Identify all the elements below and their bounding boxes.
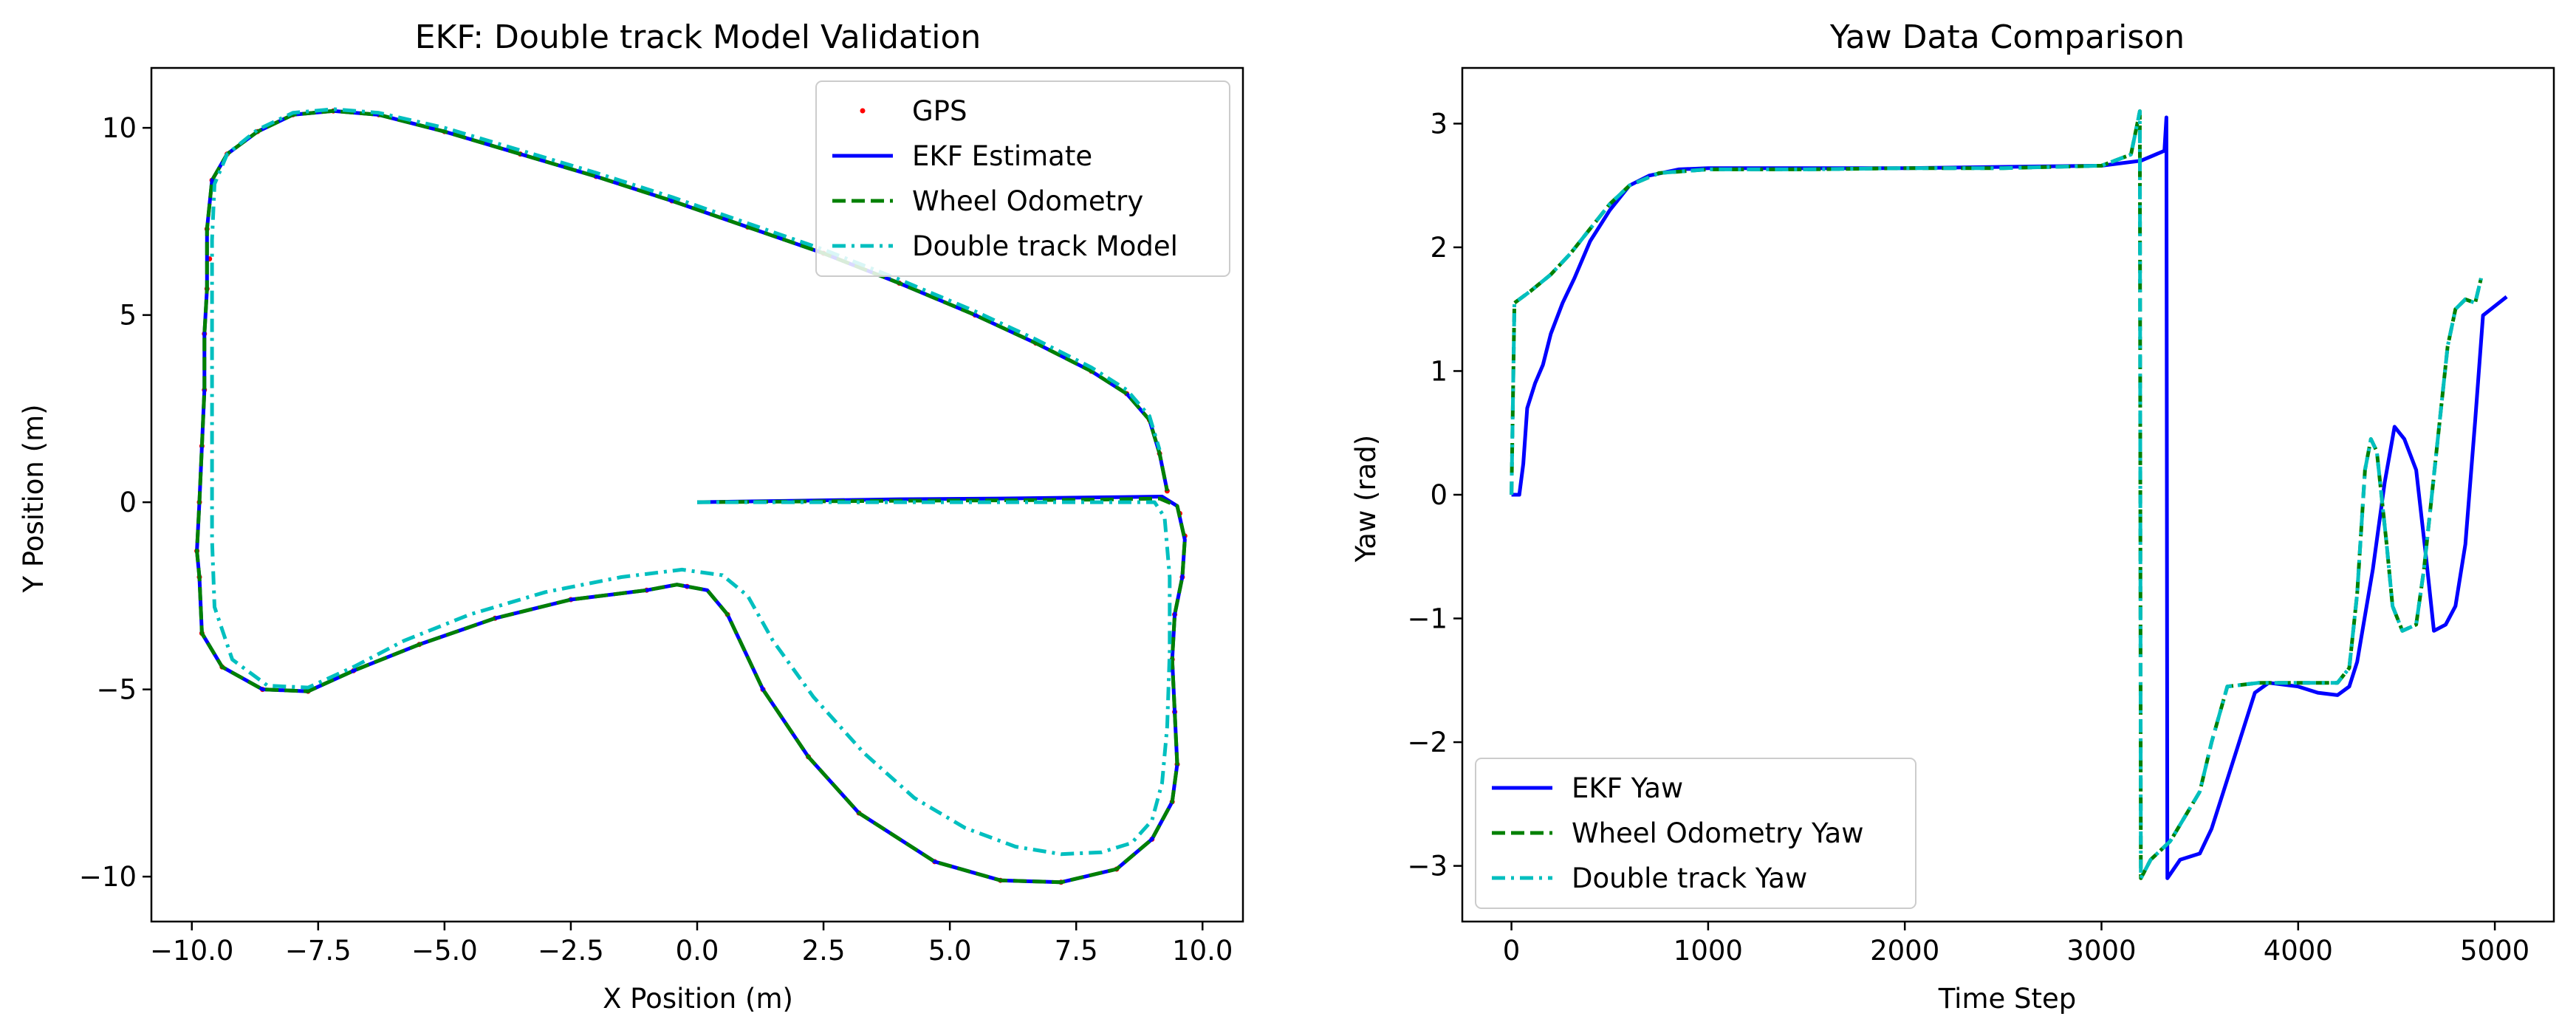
y-axis-label: Y Position (m) <box>18 404 49 593</box>
x-tick-label: 4000 <box>2264 935 2333 967</box>
x-axis-label: X Position (m) <box>603 983 793 1015</box>
x-tick-label: 1000 <box>1674 935 1743 967</box>
legend-box <box>1475 758 1916 909</box>
legend-label: EKF Yaw <box>1572 772 1683 804</box>
x-tick-label: 0 <box>1503 935 1521 967</box>
plot-area: −10.0 −7.5 −5.0 −2.5 0.0 2.5 5.0 7.5 10.0 −10 −5 0 5… <box>79 66 1244 967</box>
legend-label: Wheel Odometry Yaw <box>1572 817 1863 849</box>
y-tick-label: 2 <box>1430 232 1448 264</box>
y-tick-label: −10 <box>79 861 137 893</box>
series-double-track-model-line <box>210 107 1172 857</box>
y-tick-label: 5 <box>119 300 137 332</box>
legend-label: Wheel Odometry <box>912 185 1143 217</box>
legend: EKF Yaw Wheel Odometry Yaw Double track Ya… <box>1475 758 1916 909</box>
x-tick-label: 5000 <box>2460 935 2529 967</box>
legend-label: EKF Estimate <box>912 140 1092 172</box>
y-tick-label: −1 <box>1407 603 1448 635</box>
y-tick-label: 1 <box>1430 355 1448 387</box>
x-tick-label: 7.5 <box>1055 935 1098 967</box>
x-tick-label: −2.5 <box>538 935 604 967</box>
series-ekf-yaw-line <box>1511 115 2508 880</box>
x-tick-label: 2000 <box>1870 935 1939 967</box>
plot-area: 0 1000 2000 3000 4000 5000 −3 −2 −1 0 1 2 3 <box>1407 66 2555 967</box>
series-double-track-yaw-line <box>1510 109 2483 880</box>
legend-label: Double track Yaw <box>1572 862 1807 894</box>
y-tick-label: 3 <box>1430 108 1448 140</box>
x-tick-label: 5.0 <box>928 935 972 967</box>
series-wheel-odometry-line <box>195 109 1187 885</box>
x-tick-label: −5.0 <box>411 935 478 967</box>
legend-label: GPS <box>912 95 967 127</box>
y-tick-label: 10 <box>102 112 137 144</box>
chart-title: EKF: Double track Model Validation <box>415 18 982 56</box>
x-tick-label: 0.0 <box>676 935 719 967</box>
y-axis-label: Yaw (rad) <box>1350 435 1382 563</box>
y-tick-label: −3 <box>1407 851 1448 882</box>
x-tick-label: −7.5 <box>285 935 352 967</box>
trajectory-chart: EKF: Double track Model Validation X Pos… <box>18 18 1244 1015</box>
x-tick-label: −10.0 <box>150 935 233 967</box>
yaw-chart: Yaw Data Comparison Time Step Yaw (rad) … <box>1350 18 2555 1015</box>
legend: GPS EKF Estimate Wheel Odometry Double trac… <box>815 80 1230 277</box>
y-tick-label: 0 <box>1430 479 1448 511</box>
y-tick-label: −5 <box>96 674 137 706</box>
x-tick-label: 2.5 <box>802 935 846 967</box>
legend-marker <box>860 108 866 114</box>
x-tick-label: 10.0 <box>1172 935 1233 967</box>
chart-title: Yaw Data Comparison <box>1829 18 2185 56</box>
legend-label: Double track Model <box>912 230 1178 262</box>
y-tick-label: −2 <box>1407 727 1448 758</box>
y-tick-label: 0 <box>119 487 137 518</box>
x-tick-label: 3000 <box>2066 935 2136 967</box>
x-axis-label: Time Step <box>1938 983 2077 1015</box>
legend-box <box>815 80 1230 277</box>
